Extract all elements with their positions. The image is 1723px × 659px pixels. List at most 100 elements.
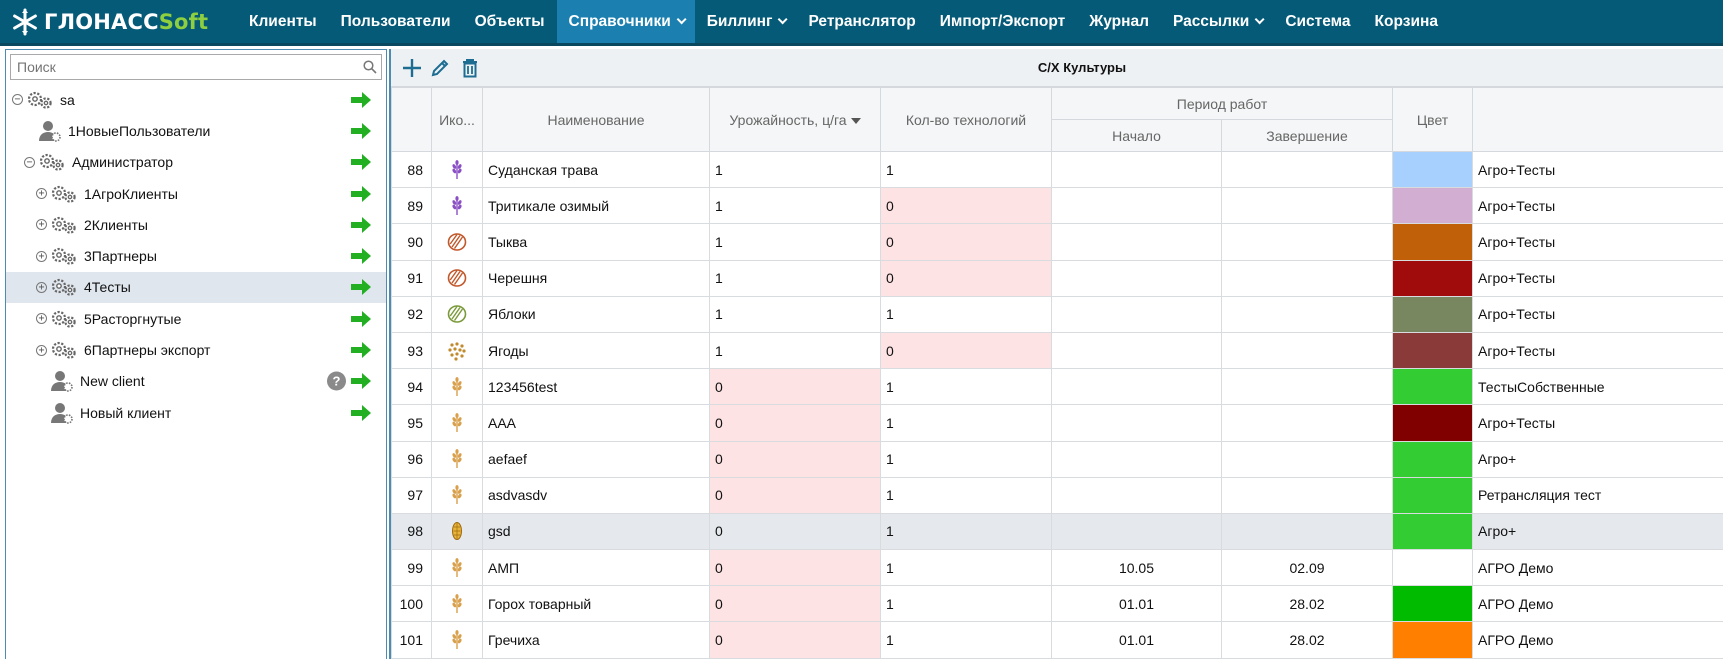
table-row[interactable]: 93 Ягоды 1 0 Агро+Тесты (391, 331, 1723, 370)
user-gear-icon (38, 120, 62, 142)
nav-item-3[interactable]: Справочники (556, 0, 695, 43)
tech-count-cell: 1 (880, 621, 1052, 659)
header-name[interactable]: Наименование (482, 87, 710, 152)
header-index (391, 87, 432, 152)
header-color[interactable]: Цвет (1392, 87, 1474, 152)
expand-icon[interactable]: + (36, 250, 47, 262)
header-tech-count[interactable]: Кол-во технологий (880, 87, 1052, 152)
go-arrow-icon[interactable] (350, 216, 372, 233)
crop-name-cell: gsd (482, 512, 710, 551)
nav-item-label: Импорт/Экспорт (939, 12, 1066, 30)
go-arrow-icon[interactable] (350, 279, 372, 296)
collapse-icon[interactable]: − (24, 156, 35, 168)
tree-node[interactable]: Новый клиент (6, 397, 386, 428)
tree-node[interactable]: New client? (6, 366, 386, 397)
expand-icon[interactable]: + (36, 219, 47, 231)
header-client[interactable]: К (1472, 87, 1723, 152)
table-row[interactable]: 95 AAA 0 1 Агро+Тесты (391, 404, 1723, 442)
gears-icon (50, 309, 78, 329)
gears-icon (50, 246, 78, 266)
table-row[interactable]: 101 Гречиха 0 1 01.01 28.02 АГРО Демо (391, 621, 1723, 659)
nav-item-2[interactable]: Объекты (463, 0, 557, 43)
go-arrow-icon[interactable] (350, 373, 372, 390)
expand-icon[interactable]: + (36, 344, 47, 356)
go-arrow-icon[interactable] (350, 248, 372, 265)
brand-logo[interactable]: ГЛОНАССSoft (0, 0, 237, 45)
nav-item-0[interactable]: Клиенты (237, 0, 329, 43)
period-end-cell (1220, 259, 1394, 297)
crop-name-cell: Гречиха (482, 621, 710, 659)
tree-node[interactable]: − sa (6, 84, 386, 115)
delete-button[interactable] (458, 56, 482, 80)
trash-icon (463, 59, 477, 78)
yield-cell: 1 (709, 259, 881, 297)
edit-button[interactable] (428, 56, 452, 80)
tree-node[interactable]: +5Расторгнутые (6, 303, 386, 334)
go-arrow-icon[interactable] (350, 185, 372, 202)
table-row[interactable]: 89 Тритикале озимый 1 0 Агро+Тесты (391, 187, 1723, 225)
tree-node-label: Администратор (72, 154, 174, 171)
period-start-cell (1051, 295, 1222, 333)
go-arrow-icon[interactable] (350, 404, 372, 421)
table-row[interactable]: 96 aefaef 0 1 Агро+ (391, 440, 1723, 478)
go-arrow-icon[interactable] (350, 310, 372, 327)
nav-item-6[interactable]: Импорт/Экспорт (928, 0, 1077, 43)
expand-icon[interactable]: + (36, 313, 47, 325)
go-arrow-icon[interactable] (350, 91, 372, 108)
header-yield[interactable]: Урожайность, ц/га (709, 87, 881, 152)
nav-item-1[interactable]: Пользователи (329, 0, 463, 43)
table-row[interactable]: 90 Тыква 1 0 Агро+Тесты (391, 223, 1723, 261)
gears-icon (50, 215, 78, 235)
table-row[interactable]: 88 Суданская трава 1 1 Агро+Тесты (391, 150, 1723, 189)
nav-item-10[interactable]: Корзина (1363, 0, 1450, 43)
tree-node[interactable]: +4Тесты (6, 271, 386, 304)
table-row[interactable]: 92 Яблоки 1 1 Агро+Тесты (391, 295, 1723, 333)
tree-node[interactable]: 1НовыеПользователи (6, 115, 386, 146)
tree-node[interactable]: +3Партнеры (6, 240, 386, 271)
expand-icon[interactable]: + (36, 188, 47, 200)
nav-item-8[interactable]: Рассылки (1161, 0, 1273, 43)
period-start-cell (1051, 223, 1222, 261)
help-icon[interactable]: ? (327, 371, 346, 391)
nav-item-7[interactable]: Журнал (1077, 0, 1161, 43)
table-row[interactable]: 100 Горох товарный 0 1 01.01 28.02 АГРО Демо (391, 585, 1723, 623)
collapse-icon[interactable]: − (12, 94, 23, 106)
search-input[interactable] (11, 55, 359, 79)
table-row[interactable]: 94 123456test 0 1 ТестыСобственные (391, 368, 1723, 406)
nav-item-label: Журнал (1089, 12, 1149, 30)
wheat-purple-icon (450, 195, 464, 216)
client-cell: АГРО Демо (1472, 621, 1723, 659)
go-arrow-icon[interactable] (350, 342, 372, 359)
nav-item-5[interactable]: Ретранслятор (796, 0, 927, 43)
client-cell: Агро+Тесты (1472, 404, 1723, 442)
expand-icon[interactable]: + (36, 281, 47, 293)
header-icon[interactable]: Ико... (431, 87, 483, 152)
table-row[interactable]: 98 gsd 0 1 Агро+ (391, 512, 1723, 551)
tree-node[interactable]: +6Партнеры экспорт (6, 334, 386, 365)
table-row[interactable]: 97 asdvasdv 0 1 Ретрансляция тест (391, 476, 1723, 514)
crop-name-cell: Черешня (482, 259, 710, 297)
client-tree: − sa 1НовыеПользователи − Администратор +1Агр… (6, 84, 386, 428)
tree-node[interactable]: +1АгроКлиенты (6, 178, 386, 209)
go-arrow-icon[interactable] (350, 154, 372, 171)
period-end-cell (1220, 404, 1394, 442)
color-swatch-cell (1392, 585, 1474, 623)
table-row[interactable]: 91 Черешня 1 0 Агро+Тесты (391, 259, 1723, 297)
crop-icon-cell (431, 331, 483, 370)
header-start[interactable]: Начало (1051, 119, 1222, 152)
crop-name-cell: Горох товарный (482, 585, 710, 623)
nav-item-4[interactable]: Биллинг (695, 0, 797, 43)
period-end-cell (1220, 368, 1394, 406)
tree-node[interactable]: − Администратор (6, 147, 386, 178)
tech-count-cell: 0 (880, 187, 1052, 225)
table-row[interactable]: 99 АМП 0 1 10.05 02.09 АГРО Демо (391, 549, 1723, 587)
add-button[interactable] (400, 56, 424, 80)
nav-item-9[interactable]: Система (1273, 0, 1362, 43)
period-end-cell (1220, 223, 1394, 261)
go-arrow-icon[interactable] (350, 122, 372, 139)
tech-count-cell: 1 (880, 368, 1052, 406)
tree-node[interactable]: +2Клиенты (6, 209, 386, 240)
crops-table: Ико... Наименование Урожайность, ц/га Ко… (391, 87, 1723, 659)
header-end[interactable]: Завершение (1220, 119, 1394, 152)
search-icon[interactable] (359, 60, 381, 74)
